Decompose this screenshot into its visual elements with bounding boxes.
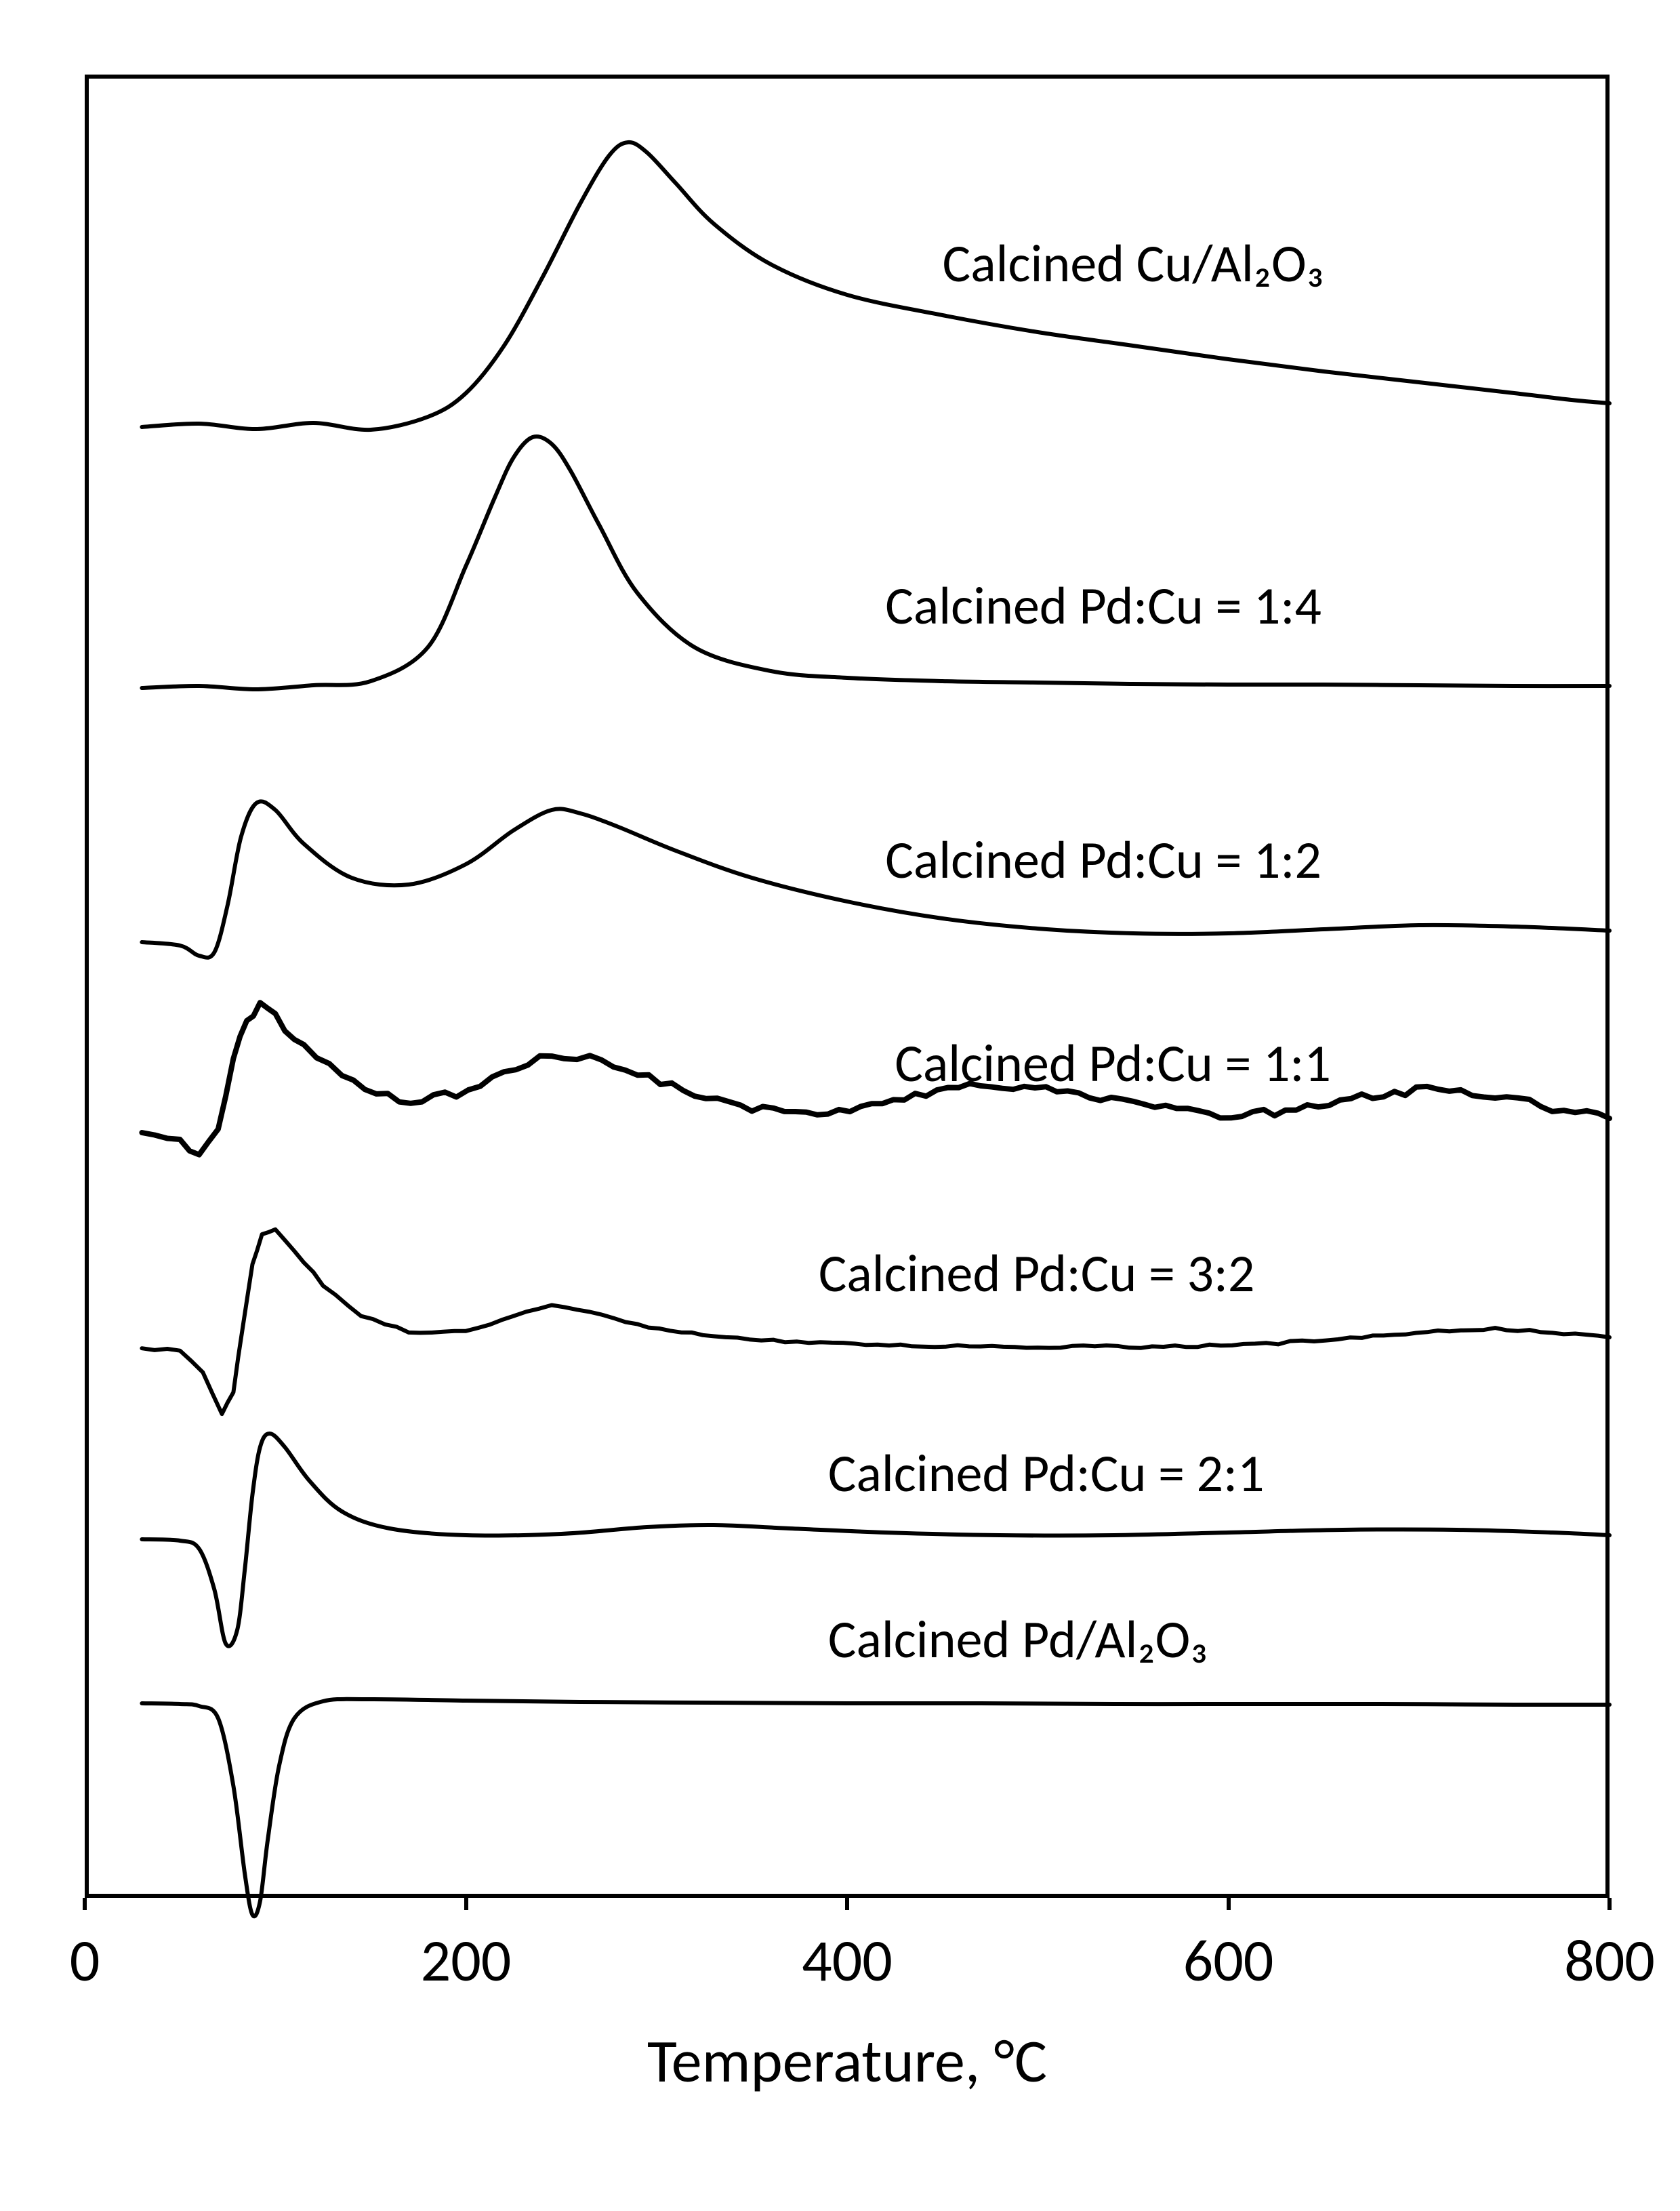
curve-pdcu-1-1 — [142, 1002, 1610, 1154]
curve-label-pdcu-1-4: Calcined Pd:Cu = 1:4 — [885, 573, 1322, 638]
curve-label-pdcu-1-1: Calcined Pd:Cu = 1:1 — [895, 1031, 1331, 1095]
curve-pdcu-1-4 — [142, 437, 1610, 689]
curve-label-pdcu-2-1: Calcined Pd:Cu = 2:1 — [828, 1441, 1265, 1505]
curve-pdcu-1-2 — [142, 801, 1610, 958]
curve-pd-al2o3 — [142, 1699, 1610, 1917]
curve-label-pdcu-3-2: Calcined Pd:Cu = 3:2 — [819, 1241, 1255, 1305]
curve-cu-al2o3 — [142, 142, 1610, 430]
curves-layer — [0, 27, 1680, 2184]
curve-label-pd-al2o3: Calcined Pd/Al₂O₃ — [828, 1607, 1208, 1671]
tpr-chart: 0200400600800Temperature, °CCalcined Cu/… — [0, 27, 1680, 2184]
curve-label-pdcu-1-2: Calcined Pd:Cu = 1:2 — [885, 828, 1322, 892]
curve-label-cu-al2o3: Calcined Cu/Al₂O₃ — [943, 231, 1324, 296]
